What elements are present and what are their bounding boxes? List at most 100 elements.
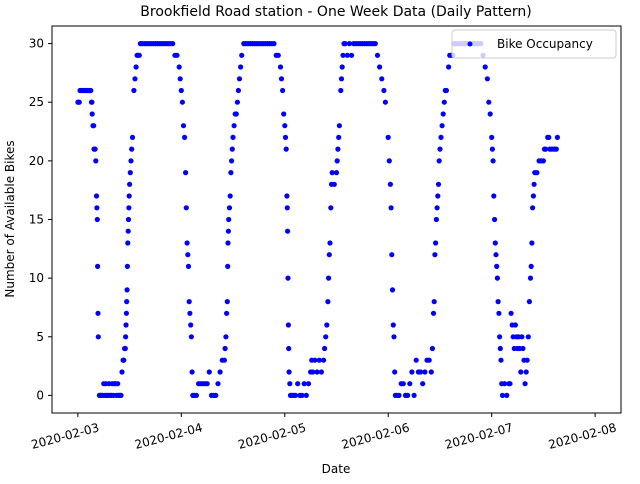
data-point	[283, 146, 289, 152]
data-point	[125, 228, 131, 234]
data-point	[396, 392, 402, 398]
data-point	[177, 76, 183, 82]
data-point	[295, 381, 301, 387]
data-point	[127, 170, 133, 176]
data-point	[446, 64, 452, 70]
data-point	[390, 322, 396, 328]
data-point	[526, 299, 533, 305]
y-tick-label: 15	[29, 213, 44, 227]
data-point	[312, 357, 318, 363]
data-point	[231, 123, 237, 129]
y-tick-label: 20	[29, 154, 44, 168]
data-point	[125, 240, 131, 246]
data-point	[121, 357, 127, 363]
data-point	[420, 381, 426, 387]
data-point	[381, 87, 387, 94]
data-point	[388, 205, 394, 211]
data-point	[407, 381, 413, 387]
data-point	[183, 170, 189, 176]
data-point	[88, 87, 94, 94]
data-point	[225, 228, 231, 234]
data-point	[280, 87, 286, 94]
data-point	[496, 310, 502, 316]
data-point	[122, 345, 128, 352]
data-point	[340, 52, 346, 58]
y-tick-label: 10	[29, 271, 44, 285]
data-point	[318, 369, 324, 375]
data-point	[310, 369, 316, 375]
data-point	[543, 146, 549, 152]
data-point	[342, 41, 348, 47]
data-point	[76, 99, 82, 105]
data-point	[95, 334, 101, 340]
data-point	[225, 240, 231, 246]
data-point	[282, 134, 289, 140]
data-point	[91, 123, 97, 129]
data-point	[223, 334, 229, 340]
data-point	[492, 216, 498, 223]
data-point	[494, 263, 500, 269]
data-point	[287, 381, 293, 387]
data-point	[411, 392, 417, 398]
legend-box	[451, 29, 617, 59]
data-point	[95, 263, 101, 269]
x-tick-label: 2020-02-07	[443, 420, 514, 452]
data-point	[487, 111, 493, 117]
data-point	[286, 345, 292, 352]
data-point	[277, 64, 284, 70]
data-point	[409, 369, 415, 375]
x-axis-label: Date	[322, 462, 351, 476]
data-point	[124, 287, 130, 293]
data-point	[180, 123, 187, 129]
data-point	[188, 334, 194, 340]
data-point	[131, 87, 137, 94]
data-point	[292, 392, 299, 398]
x-tick-label: 2020-02-05	[237, 420, 308, 452]
data-point	[127, 181, 133, 187]
data-point	[285, 322, 291, 328]
data-point	[391, 334, 397, 340]
data-point	[213, 392, 219, 398]
data-point	[377, 64, 383, 70]
data-point	[553, 146, 559, 152]
data-point	[238, 64, 244, 70]
data-point	[507, 381, 513, 387]
data-point	[227, 193, 233, 199]
data-point	[327, 240, 333, 246]
data-point	[124, 299, 130, 305]
data-point	[230, 134, 236, 140]
data-point	[540, 158, 547, 164]
x-tick-label: 2020-02-04	[133, 420, 204, 452]
chart-title: Brookfield Road station - One Week Data …	[140, 4, 531, 20]
data-point	[285, 275, 291, 281]
data-point	[331, 181, 337, 187]
data-point	[527, 275, 534, 281]
data-point	[125, 216, 132, 223]
data-point	[189, 369, 195, 375]
data-point	[439, 123, 445, 129]
data-point	[275, 52, 281, 58]
data-point	[502, 381, 508, 387]
data-point	[301, 381, 307, 387]
data-point	[508, 310, 514, 316]
data-point	[329, 170, 335, 176]
data-point	[522, 381, 528, 387]
data-point	[405, 392, 411, 398]
data-point	[328, 205, 334, 211]
data-point	[520, 345, 526, 352]
data-point	[338, 87, 344, 94]
data-point	[433, 240, 439, 246]
data-point	[234, 99, 240, 105]
data-point	[486, 99, 492, 105]
data-point	[185, 263, 192, 269]
data-point	[305, 381, 312, 387]
data-point	[322, 345, 328, 352]
data-point	[326, 252, 332, 258]
data-point	[422, 369, 428, 375]
data-point	[428, 369, 434, 375]
data-point	[118, 392, 124, 398]
data-point	[278, 76, 285, 82]
y-tick-label: 30	[29, 37, 44, 51]
data-point	[392, 369, 398, 375]
